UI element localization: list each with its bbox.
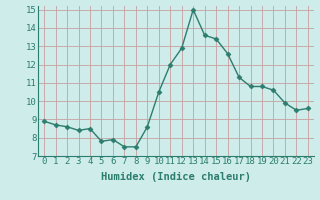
X-axis label: Humidex (Indice chaleur): Humidex (Indice chaleur)	[101, 172, 251, 182]
